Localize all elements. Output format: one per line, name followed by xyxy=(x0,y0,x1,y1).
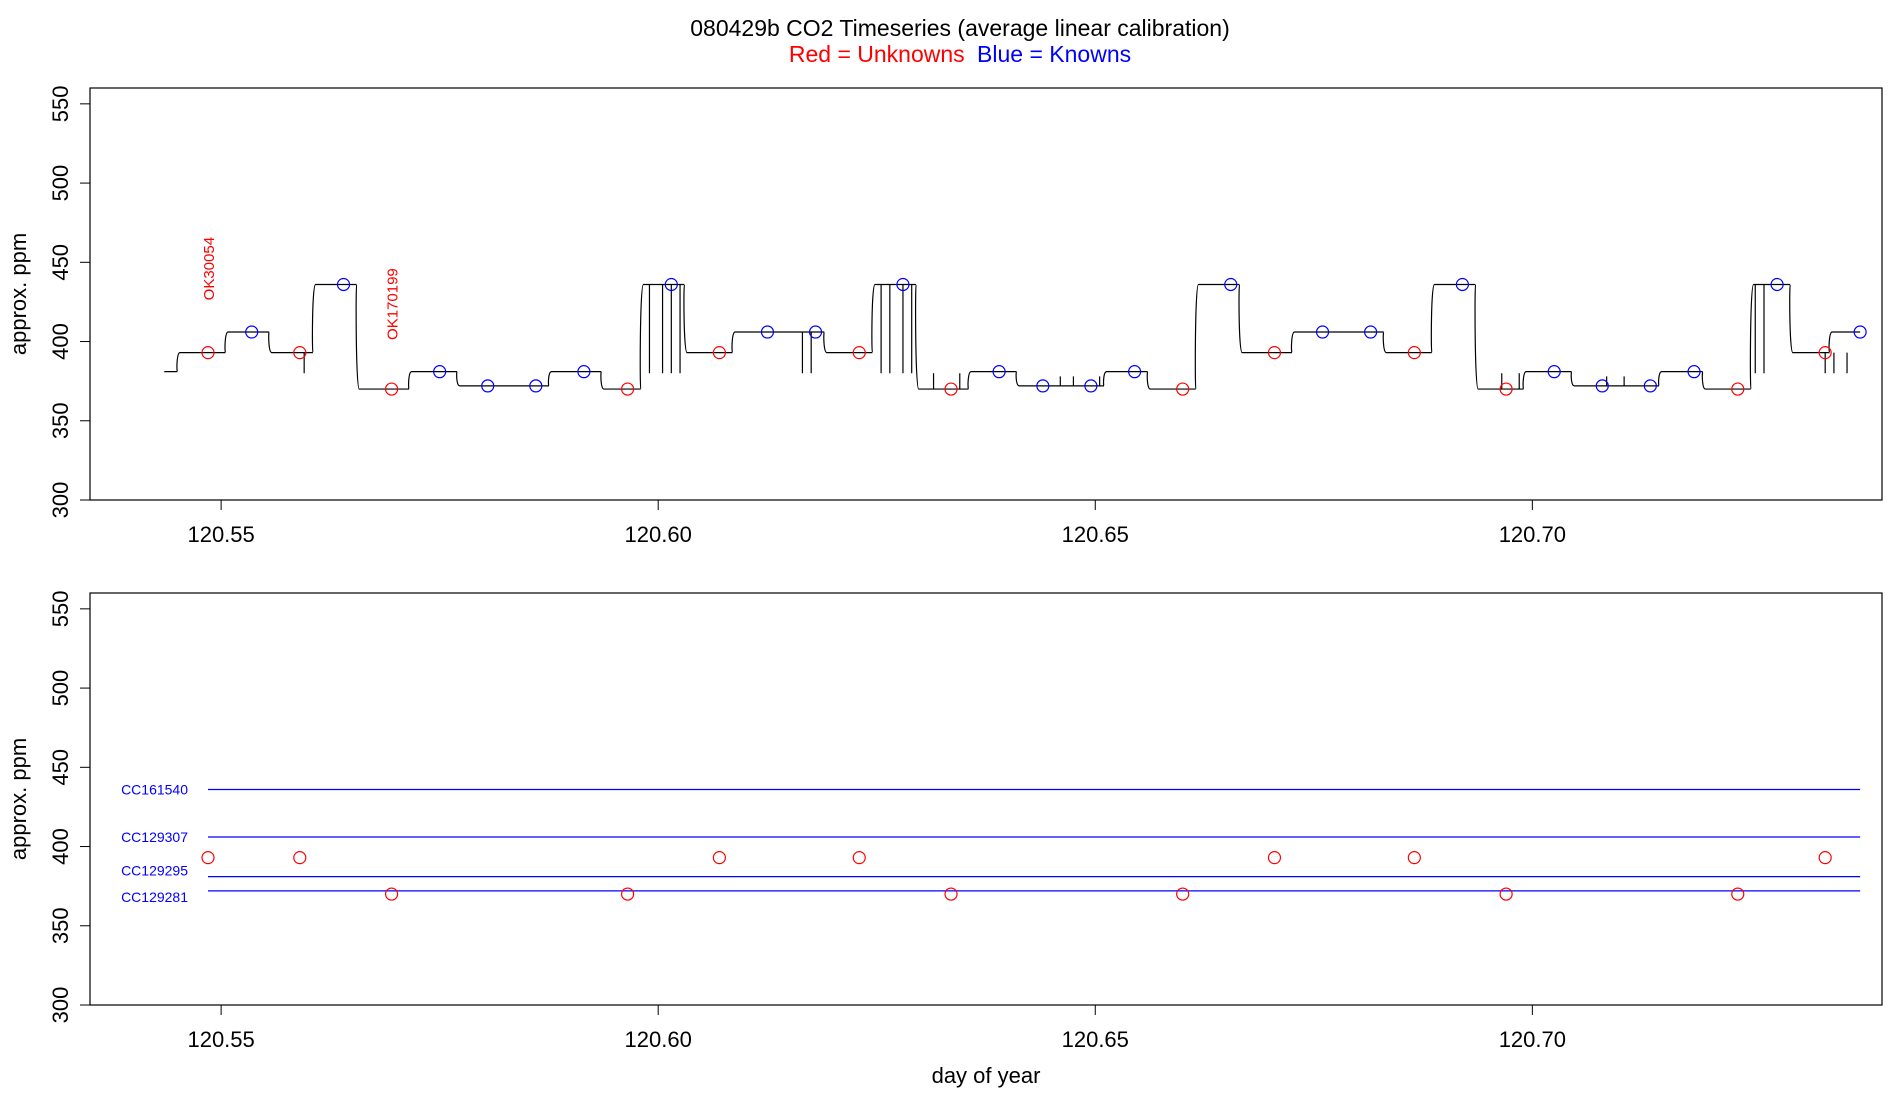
x-tick-label: 120.70 xyxy=(1499,1027,1566,1052)
unknown-point xyxy=(620,382,635,396)
y-axis-label: approx. ppm xyxy=(6,738,31,860)
unknown-point xyxy=(1818,346,1832,360)
x-tick-label: 120.55 xyxy=(187,1027,254,1052)
y-tick-label: 550 xyxy=(48,590,73,627)
known-point xyxy=(1455,277,1470,292)
unknown-point xyxy=(852,346,866,360)
unknown-point xyxy=(1499,382,1513,396)
known-point xyxy=(1084,379,1098,393)
known-point xyxy=(1364,325,1378,339)
known-point xyxy=(760,325,775,339)
y-tick-label: 550 xyxy=(48,85,73,122)
chart-subtitle: Red = Unknowns Blue = Knowns xyxy=(789,41,1131,67)
unknown-point xyxy=(944,887,958,901)
known-point xyxy=(481,379,495,393)
unknown-point xyxy=(712,851,726,865)
unknown-point xyxy=(852,851,866,865)
reference-line-label: CC129281 xyxy=(121,889,188,905)
unknown-point xyxy=(293,851,307,865)
known-point xyxy=(1224,277,1238,292)
co2-trace-line xyxy=(164,283,1861,390)
known-point xyxy=(1643,379,1657,393)
known-point xyxy=(1853,325,1867,339)
unknown-point xyxy=(1267,346,1282,360)
y-tick-label: 500 xyxy=(48,165,73,202)
x-tick-label: 120.60 xyxy=(625,522,692,547)
x-tick-label: 120.65 xyxy=(1062,1027,1129,1052)
unknown-point xyxy=(1407,851,1421,865)
x-tick-label: 120.70 xyxy=(1499,522,1566,547)
known-point xyxy=(992,365,1006,379)
plot-frame xyxy=(89,592,1883,1006)
unknown-point xyxy=(1818,851,1832,865)
x-tick-label: 120.60 xyxy=(625,1027,692,1052)
known-point xyxy=(664,277,678,292)
unknown-point xyxy=(201,851,215,865)
legend-unknowns: Red = Unknowns xyxy=(789,41,965,67)
x-tick-label: 120.65 xyxy=(1062,522,1129,547)
plot-frame xyxy=(89,87,1883,501)
reference-line-label: CC129295 xyxy=(121,863,188,879)
y-tick-label: 400 xyxy=(48,828,73,865)
unknown-point xyxy=(1407,346,1421,360)
known-point xyxy=(1036,379,1050,393)
unknown-point xyxy=(201,346,215,360)
known-point xyxy=(1687,365,1701,379)
known-point xyxy=(245,325,259,339)
unknown-point xyxy=(620,887,635,901)
unknown-point xyxy=(1731,887,1745,901)
unknown-point xyxy=(384,382,399,396)
known-point xyxy=(1595,379,1609,393)
known-point xyxy=(1770,277,1784,292)
known-point xyxy=(529,379,543,393)
known-point xyxy=(577,365,591,379)
unknown-point xyxy=(1731,382,1745,396)
y-tick-label: 450 xyxy=(48,749,73,786)
y-tick-label: 350 xyxy=(48,402,73,439)
unknown-point xyxy=(944,382,958,396)
chart-title: 080429b CO2 Timeseries (average linear c… xyxy=(690,15,1230,41)
known-point xyxy=(433,365,447,379)
known-point xyxy=(808,325,823,339)
y-tick-label: 400 xyxy=(48,323,73,360)
x-axis-label: day of year xyxy=(932,1063,1041,1088)
known-point xyxy=(1547,365,1561,379)
x-tick-label: 120.55 xyxy=(187,522,254,547)
known-point xyxy=(1128,365,1142,379)
known-point xyxy=(336,277,351,292)
y-tick-label: 300 xyxy=(48,482,73,519)
y-tick-label: 300 xyxy=(48,987,73,1024)
reference-line-label: CC129307 xyxy=(121,829,188,845)
unknown-point xyxy=(1267,851,1282,865)
known-point xyxy=(896,277,910,292)
legend-knowns: Blue = Knowns xyxy=(977,41,1131,67)
unknown-point xyxy=(1176,382,1190,396)
summary-panel: 120.55 120.60 120.65 120.70 300 350 400 450 500 5… xyxy=(6,590,1883,1088)
y-tick-label: 350 xyxy=(48,907,73,944)
sample-annotation: OK170199 xyxy=(385,268,402,340)
unknown-point xyxy=(384,887,399,901)
unknown-point xyxy=(1176,887,1190,901)
unknown-point xyxy=(293,346,307,360)
timeseries-panel: 120.55 120.60 120.65 120.70 300 350 400 450 500 5… xyxy=(6,85,1883,547)
unknown-point xyxy=(712,346,726,360)
known-point xyxy=(1315,325,1330,339)
y-tick-label: 500 xyxy=(48,670,73,707)
sample-annotation: OK30054 xyxy=(201,237,218,300)
y-tick-label: 450 xyxy=(48,244,73,281)
unknown-point xyxy=(1499,887,1513,901)
reference-line-label: CC161540 xyxy=(121,781,188,797)
y-axis-label: approx. ppm xyxy=(6,233,31,355)
